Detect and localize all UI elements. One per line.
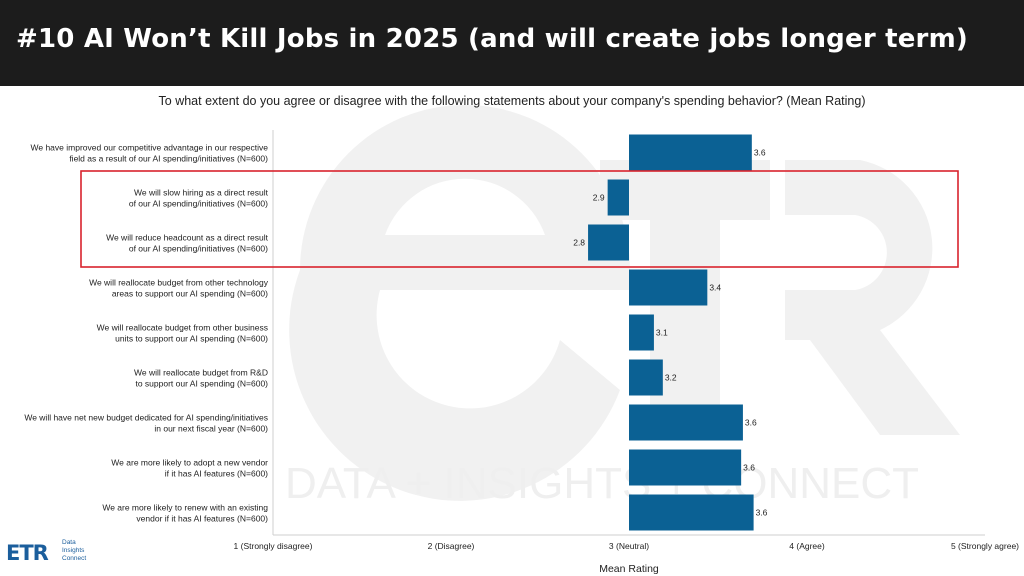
data-label: 3.6 (754, 148, 766, 158)
x-tick-label: 3 (Neutral) (609, 541, 649, 551)
category-label: field as a result of our AI spending/ini… (69, 154, 268, 164)
etr-logo: ETR Data Insights Connect (4, 536, 114, 576)
highlight-box (80, 170, 959, 268)
chart-title: To what extent do you agree or disagree … (158, 94, 866, 108)
category-label: We will slow hiring as a direct result (134, 188, 269, 198)
category-label: We are more likely to renew with an exis… (102, 503, 268, 513)
category-label: of our AI spending/initiatives (N=600) (129, 199, 268, 209)
logo-mark: ETR (6, 541, 49, 565)
bar (629, 359, 663, 396)
category-label: We will have net new budget dedicated fo… (24, 413, 268, 423)
data-label: 2.8 (573, 238, 585, 248)
x-axis-title: Mean Rating (599, 563, 659, 575)
category-label: We will reduce headcount as a direct res… (106, 233, 269, 243)
data-label: 3.1 (656, 328, 668, 338)
category-label: We will reallocate budget from R&D (134, 368, 268, 378)
x-tick-label: 5 (Strongly agree) (951, 541, 1019, 551)
data-label: 3.2 (665, 373, 677, 383)
bar (629, 404, 743, 441)
category-label: We have improved our competitive advanta… (31, 143, 269, 153)
x-tick-label: 1 (Strongly disagree) (234, 541, 313, 551)
data-label: 3.4 (709, 283, 721, 293)
category-label: units to support our AI spending (N=600) (115, 334, 268, 344)
bar (629, 314, 654, 351)
bar (629, 269, 708, 306)
x-tick-label: 2 (Disagree) (428, 541, 475, 551)
category-label: to support our AI spending (N=600) (135, 379, 268, 389)
x-tick-label: 4 (Agree) (789, 541, 825, 551)
slide-title: #10 AI Won’t Kill Jobs in 2025 (and will… (16, 24, 968, 54)
title-bar: #10 AI Won’t Kill Jobs in 2025 (and will… (0, 0, 1024, 86)
category-label: We are more likely to adopt a new vendor (111, 458, 268, 468)
category-label: of our AI spending/initiatives (N=600) (129, 244, 268, 254)
bar (629, 494, 754, 531)
category-label: vendor if it has AI features (N=600) (136, 514, 268, 524)
category-label: We will reallocate budget from other tec… (89, 278, 269, 288)
bar (629, 134, 752, 171)
bar (629, 449, 742, 486)
category-label: areas to support our AI spending (N=600) (112, 289, 268, 299)
bar (607, 179, 629, 216)
bar (588, 224, 629, 261)
category-label: if it has AI features (N=600) (165, 469, 268, 479)
data-label: 3.6 (745, 418, 757, 428)
data-label: 2.9 (593, 193, 605, 203)
logo-tagline: Data Insights Connect (62, 539, 87, 562)
data-label: 3.6 (743, 463, 755, 473)
category-label: We will reallocate budget from other bus… (97, 323, 268, 333)
data-label: 3.6 (756, 508, 768, 518)
category-label: in our next fiscal year (N=600) (154, 424, 268, 434)
